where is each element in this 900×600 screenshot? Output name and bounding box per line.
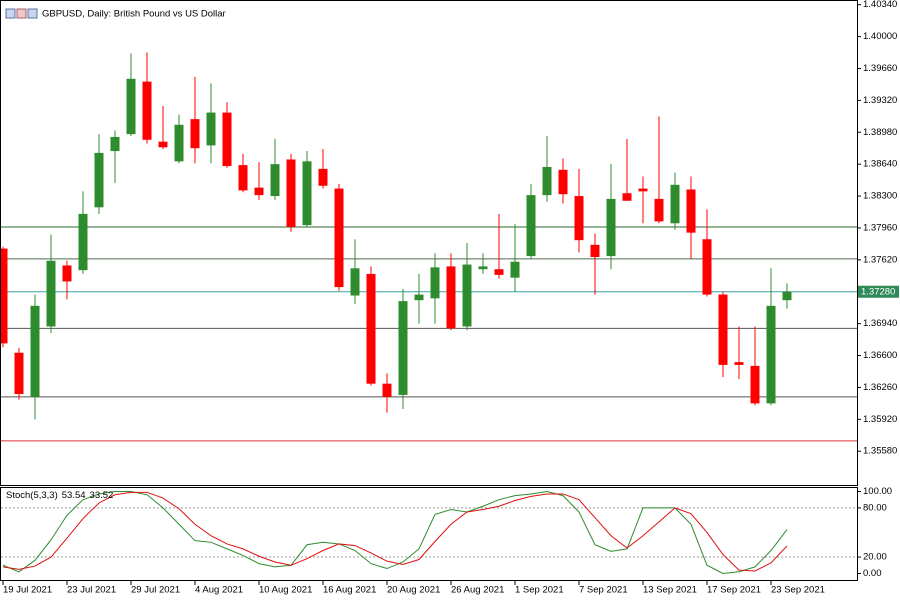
y-tick-label: 1.36600	[863, 350, 897, 361]
candle-body	[318, 168, 328, 186]
x-tick-label: 10 Aug 2021	[259, 585, 312, 596]
main-frame	[0, 0, 858, 486]
candle-body	[14, 352, 24, 395]
candle-body	[222, 112, 232, 167]
candle-body	[750, 365, 760, 404]
candle-body	[110, 136, 120, 152]
candle-body	[190, 119, 200, 149]
y-tick-label: 0.00	[863, 568, 882, 579]
x-tick-label: 23 Sep 2021	[771, 585, 825, 596]
candle-body	[718, 294, 728, 365]
candle-body	[542, 166, 552, 196]
y-tick-label: 1.38300	[863, 191, 897, 202]
candle-body	[622, 193, 632, 201]
candle-body	[638, 188, 648, 192]
candle-body	[46, 260, 56, 327]
indicator-main-value: 53.54	[62, 490, 86, 501]
candle-body	[142, 81, 152, 140]
y-tick-label: 1.36260	[863, 382, 897, 393]
candle-body	[0, 248, 8, 344]
x-tick-label: 23 Jul 2021	[67, 585, 116, 596]
candle-body	[606, 198, 616, 257]
candle-body	[430, 267, 440, 299]
candle-body	[670, 184, 680, 224]
candle-body	[206, 112, 216, 146]
y-tick-label: 1.38640	[863, 159, 897, 170]
indicator-label: Stoch(5,3,3) 53.54 33.52	[6, 490, 113, 501]
candle-body	[366, 273, 376, 384]
indicator-title: Stoch(5,3,3)	[6, 490, 58, 501]
icon-part	[5, 8, 16, 19]
x-tick-label: 19 Jul 2021	[3, 585, 52, 596]
icon-part	[27, 8, 38, 19]
y-tick-label: 1.37620	[863, 254, 897, 265]
candle-body	[526, 195, 536, 257]
candle-body	[686, 189, 696, 233]
stoch-line	[2, 491, 788, 572]
candle-body	[654, 198, 664, 222]
candle-body	[558, 169, 568, 195]
x-tick-label: 16 Aug 2021	[323, 585, 376, 596]
indicator-signal-value: 33.52	[90, 490, 114, 501]
candle-body	[734, 362, 744, 365]
stoch-frame	[0, 487, 858, 581]
candle-body	[30, 305, 40, 397]
y-tick-label: 1.39660	[863, 63, 897, 74]
candle-body	[446, 266, 456, 329]
candle-body	[126, 78, 136, 135]
candle-body	[302, 161, 312, 226]
icon-part	[16, 8, 27, 19]
x-tick-label: 1 Sep 2021	[515, 585, 564, 596]
y-tick-label: 1.35580	[863, 446, 897, 457]
candle-body	[286, 159, 296, 228]
x-tick-label: 20 Aug 2021	[387, 585, 440, 596]
y-tick-label: 1.37960	[863, 222, 897, 233]
y-tick-label: 20.00	[863, 552, 887, 563]
candle-body	[62, 265, 72, 282]
symbol-icon	[5, 8, 38, 19]
candle-body	[238, 165, 248, 191]
candle-body	[702, 239, 712, 295]
candle-body	[174, 124, 184, 162]
y-tick-label: 1.35920	[863, 414, 897, 425]
y-tick-label: 1.38980	[863, 127, 897, 138]
current-price-label: 1.37280	[861, 286, 895, 297]
candle-body	[78, 213, 88, 271]
candle-body	[334, 188, 344, 288]
candle-body	[158, 141, 168, 148]
y-tick-label: 1.40000	[863, 31, 897, 42]
y-tick-label: 1.39320	[863, 95, 897, 106]
candle-body	[254, 187, 264, 196]
candle-body	[766, 305, 776, 404]
x-tick-label: 29 Jul 2021	[131, 585, 180, 596]
candle-body	[590, 244, 600, 258]
candle-body	[270, 164, 280, 197]
y-tick-label: 1.36940	[863, 318, 897, 329]
current-price-box	[858, 285, 899, 298]
candle-body	[510, 261, 520, 278]
y-tick-label: 80.00	[863, 502, 887, 513]
x-tick-label: 13 Sep 2021	[643, 585, 697, 596]
candle-body	[398, 301, 408, 395]
candle-body	[414, 294, 424, 301]
chart-title: GBPUSD, Daily: British Pound vs US Dolla…	[42, 9, 226, 20]
y-tick-label: 100.00	[863, 486, 892, 497]
candle-body	[350, 268, 360, 296]
candle-body	[494, 269, 504, 275]
candle-body	[382, 383, 392, 397]
candle-body	[478, 266, 488, 270]
candle-body	[574, 196, 584, 241]
x-tick-label: 4 Aug 2021	[195, 585, 243, 596]
candle-body	[94, 152, 104, 208]
candle-body	[782, 291, 792, 301]
x-tick-label: 26 Aug 2021	[451, 585, 504, 596]
y-tick-label: 1.40340	[863, 0, 897, 10]
candle-body	[462, 264, 472, 327]
x-tick-label: 7 Sep 2021	[579, 585, 628, 596]
x-tick-label: 17 Sep 2021	[707, 585, 761, 596]
